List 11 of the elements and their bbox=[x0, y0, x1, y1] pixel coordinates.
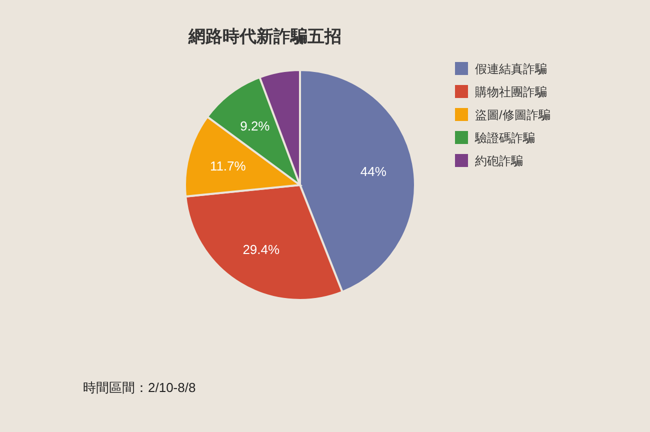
data-label: 29.4% bbox=[242, 242, 280, 257]
chart-title: 網路時代新詐騙五招 bbox=[188, 27, 342, 46]
legend-label: 假連結真詐騙 bbox=[475, 62, 547, 76]
legend-label: 約砲詐騙 bbox=[475, 154, 523, 168]
data-label: 44% bbox=[360, 164, 387, 179]
data-label: 11.7% bbox=[210, 158, 246, 174]
legend-label: 驗證碼詐騙 bbox=[474, 131, 535, 145]
legend-label: 盜圖/修圖詐騙 bbox=[475, 108, 550, 122]
legend-label: 購物社團詐騙 bbox=[475, 85, 547, 99]
text: 時間區間：2/10-8/8 bbox=[83, 380, 196, 395]
data-label: 9.2% bbox=[240, 118, 270, 134]
